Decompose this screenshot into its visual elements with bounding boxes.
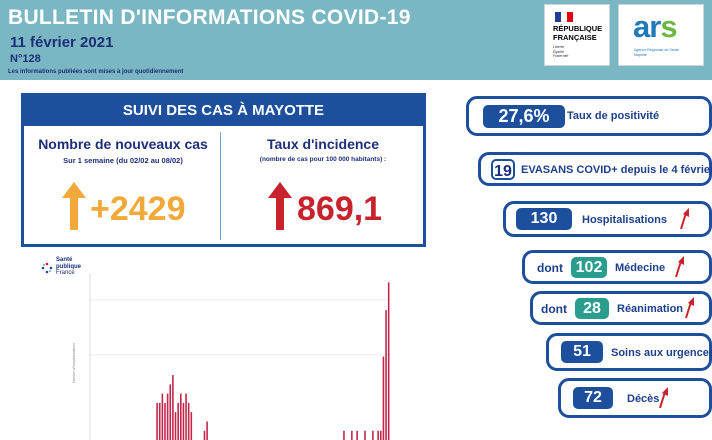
chart-bar <box>158 402 161 440</box>
urgences-panel: 51 Soins aux urgences <box>546 333 712 371</box>
medecine-value: 102 <box>571 257 607 278</box>
chart-bar <box>356 430 358 440</box>
chart-bar <box>177 402 179 440</box>
chart-bar <box>380 430 382 440</box>
evasans-panel: 19 EVASANS COVID+ depuis le 4 février <box>478 152 712 186</box>
chart-bar <box>387 282 390 440</box>
chart-bar <box>372 430 374 440</box>
sante-publique-france-logo-icon <box>41 262 53 274</box>
chart-bar <box>190 412 193 440</box>
reanimation-value: 28 <box>575 298 609 319</box>
chart-bar <box>169 384 172 440</box>
incidence-value: 869,1 <box>297 190 383 228</box>
chart-bar <box>206 421 208 440</box>
hospitalisation-bar-chart: Nombre d'hospitalisations <box>72 273 390 440</box>
chart-bar <box>172 375 174 440</box>
positivity-label: Taux de positivité <box>567 110 660 122</box>
chart-bar <box>166 393 169 440</box>
new-cases-value: +2429 <box>90 190 186 228</box>
new-cases-title: Nombre de nouveaux cas <box>38 136 208 152</box>
positivity-panel: 27,6% Taux de positivité <box>466 96 712 136</box>
ars-logo: ars Agence Régionale de Santé Mayotte <box>618 4 704 66</box>
red-arrow-up-icon <box>680 208 689 230</box>
bulletin-title: BULLETIN D'INFORMATIONS COVID-19 <box>8 6 411 29</box>
deces-label: Décès <box>627 393 660 405</box>
chart-bar <box>164 402 166 440</box>
medecine-label: Médecine <box>615 262 666 274</box>
red-arrow-up-icon <box>685 297 694 319</box>
urgences-value: 51 <box>561 341 603 363</box>
deces-value: 72 <box>573 387 613 409</box>
urgences-label: Soins aux urgences <box>611 347 712 359</box>
red-arrow-up-icon <box>268 182 292 230</box>
evasans-label: EVASANS COVID+ depuis le 4 février <box>521 164 712 176</box>
medecine-panel: dont 102 Médecine <box>522 250 712 284</box>
column-divider <box>220 132 221 240</box>
chart-bar <box>156 402 158 440</box>
bulletin-date: 11 février 2021 <box>10 34 114 51</box>
chart-bar <box>174 412 177 440</box>
chart-bar <box>203 430 206 440</box>
chart-bar <box>182 402 185 440</box>
hospitalisations-value: 130 <box>516 208 572 230</box>
bulletin-number: N°128 <box>10 53 41 65</box>
reanimation-prefix: dont <box>541 302 567 316</box>
orange-arrow-up-icon <box>62 182 86 230</box>
chart-y-label: Nombre d'hospitalisations <box>72 343 76 383</box>
header-banner: BULLETIN D'INFORMATIONS COVID-19 11 févr… <box>0 0 712 80</box>
chart-bar <box>185 393 187 440</box>
chart-bar <box>187 402 190 440</box>
republique-francaise-logo: RÉPUBLIQUE FRANÇAISE Liberté Égalité Fra… <box>544 4 610 66</box>
evasans-value: 19 <box>491 159 515 180</box>
new-cases-subtitle: Sur 1 semaine (du 02/02 au 08/02) <box>63 156 183 165</box>
chart-bar <box>343 430 345 440</box>
chart-bar <box>364 430 366 440</box>
french-flag-icon <box>555 12 573 22</box>
red-arrow-up-icon <box>659 387 668 409</box>
update-note: Les informations publiées sont mises à j… <box>8 69 184 75</box>
deces-panel: 72 Décès <box>558 378 712 418</box>
incidence-subtitle: (nombre de cas pour 100 000 habitants) : <box>259 156 387 163</box>
sante-publique-france-text: Santé publique France <box>56 257 81 276</box>
incidence-title: Taux d'incidence <box>267 136 379 152</box>
chart-bar <box>377 430 379 440</box>
chart-bar <box>385 310 387 440</box>
chart-bar <box>351 430 353 440</box>
reanimation-panel: dont 28 Réanimation <box>530 291 712 325</box>
cases-summary-panel: SUIVI DES CAS À MAYOTTE Nombre de nouvea… <box>21 93 426 247</box>
chart-bar <box>180 393 182 440</box>
hospitalisations-label: Hospitalisations <box>582 214 667 226</box>
positivity-value: 27,6% <box>483 105 565 128</box>
reanimation-label: Réanimation <box>617 303 684 315</box>
red-arrow-up-icon <box>675 256 684 278</box>
chart-bar <box>382 356 385 440</box>
hospitalisations-panel: 130 Hospitalisations <box>503 201 712 237</box>
medecine-prefix: dont <box>537 261 563 275</box>
chart-bar <box>161 393 164 440</box>
cases-heading: SUIVI DES CAS À MAYOTTE <box>24 96 423 126</box>
